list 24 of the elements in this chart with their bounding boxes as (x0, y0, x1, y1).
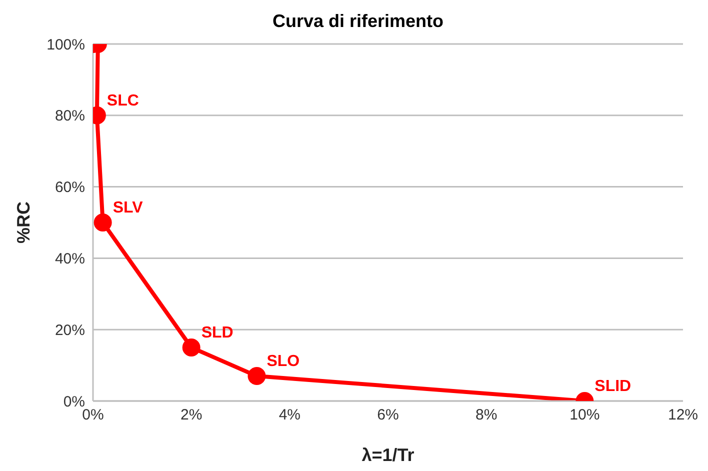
annotation: SLV (112, 200, 144, 216)
x-tick-label: 10% (570, 406, 600, 424)
x-tick-label: 0% (82, 406, 104, 424)
point (248, 367, 266, 386)
annotation: SLO (266, 353, 300, 370)
x-axis-title: λ=1/Tr (362, 445, 414, 465)
point (94, 214, 112, 232)
x-tick-label: 6% (377, 406, 399, 424)
y-axis-title: %RC (13, 201, 34, 244)
y-tick-label: 60% (54, 179, 85, 196)
y-tick-label: 0% (63, 393, 85, 410)
x-tick-label: 12% (668, 406, 698, 424)
x-tick-label: 8% (475, 406, 498, 424)
point (182, 338, 200, 356)
x-tick-label: 4% (278, 406, 301, 424)
y-tick-label: 100% (46, 36, 85, 54)
y-tick-label: 80% (54, 108, 85, 125)
x-tick-label: 2% (180, 406, 202, 424)
annotation: SLID (594, 378, 632, 395)
annotation: SLC (106, 92, 140, 110)
y-tick-label: 20% (54, 322, 85, 339)
annotation: SLD (201, 324, 234, 342)
y-tick-label: 40% (54, 250, 85, 268)
chart-title: Curva di riferimento (271, 10, 445, 33)
